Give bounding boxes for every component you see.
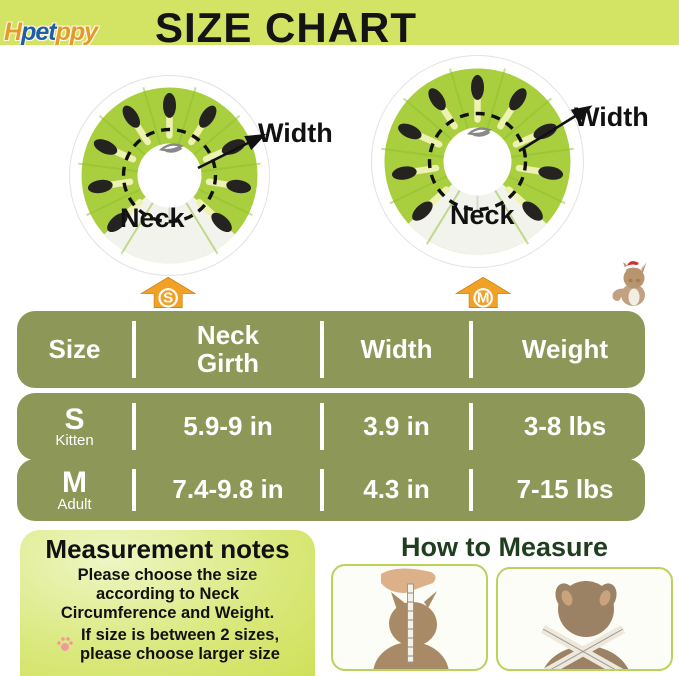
svg-text:S: S xyxy=(163,290,173,307)
svg-text:M: M xyxy=(477,290,490,307)
